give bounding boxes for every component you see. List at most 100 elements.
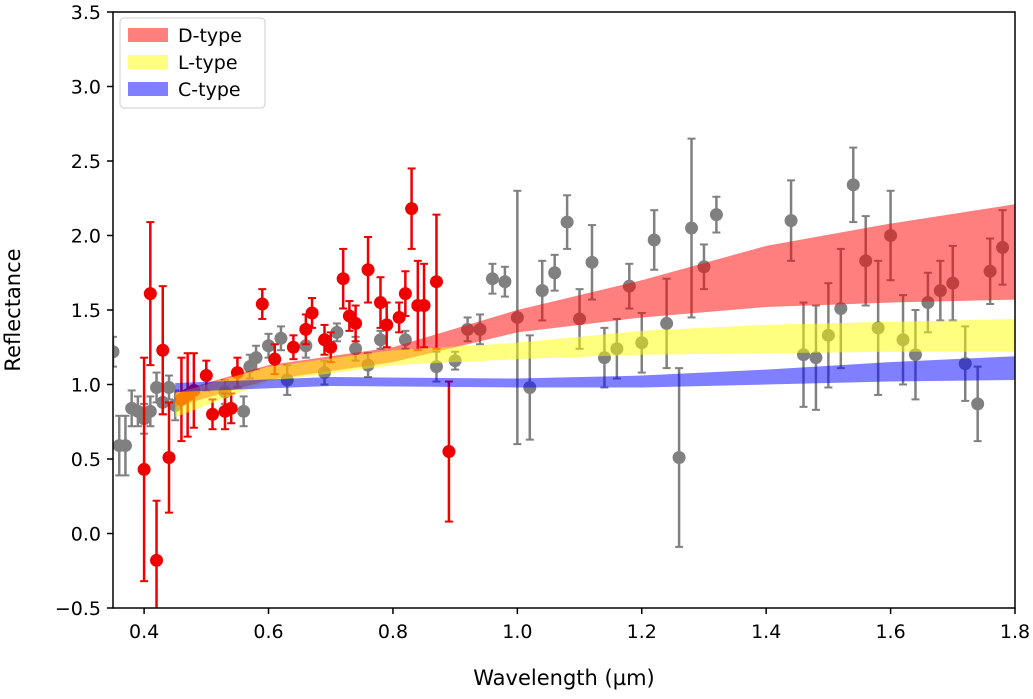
x-tick-label: 0.4 bbox=[129, 621, 159, 643]
marker bbox=[137, 462, 151, 476]
data-point bbox=[349, 304, 363, 343]
marker bbox=[585, 255, 599, 269]
marker bbox=[392, 310, 406, 324]
legend-label-l-type: L-type bbox=[178, 52, 238, 74]
marker bbox=[150, 553, 164, 567]
data-point bbox=[380, 301, 394, 349]
marker bbox=[206, 407, 220, 421]
marker bbox=[361, 263, 375, 277]
marker bbox=[560, 215, 574, 229]
marker bbox=[834, 302, 848, 316]
data-point bbox=[286, 334, 300, 361]
marker bbox=[535, 284, 549, 298]
data-point bbox=[113, 335, 120, 368]
y-tick-label: 1.0 bbox=[71, 375, 101, 397]
marker bbox=[324, 340, 338, 354]
data-point bbox=[405, 167, 419, 250]
marker bbox=[709, 208, 723, 222]
data-point bbox=[672, 367, 686, 548]
axes: 0.4 0.6 0.8 1.0 1.2 1.4 1.6 1.8 −0.5 0.0 0.5 1.0 1.5… bbox=[55, 2, 1030, 643]
data-point bbox=[262, 332, 276, 359]
legend-swatch-c-type bbox=[128, 82, 168, 96]
data-point bbox=[398, 270, 412, 317]
marker bbox=[398, 287, 412, 301]
marker bbox=[380, 318, 394, 332]
data-point bbox=[255, 288, 269, 320]
marker bbox=[349, 316, 363, 330]
marker bbox=[262, 339, 276, 353]
data-point bbox=[709, 195, 723, 234]
marker bbox=[417, 299, 431, 313]
legend-swatch-d-type bbox=[128, 28, 168, 42]
data-point bbox=[429, 213, 443, 350]
x-axis-label: Wavelength (µm) bbox=[473, 666, 654, 690]
legend-label-d-type: D-type bbox=[178, 25, 242, 47]
legend-swatch-l-type bbox=[128, 55, 168, 69]
marker bbox=[305, 306, 319, 320]
data-point bbox=[143, 395, 157, 428]
marker bbox=[162, 451, 176, 465]
marker bbox=[548, 266, 562, 280]
x-tick-label: 1.6 bbox=[875, 621, 905, 643]
marker bbox=[143, 287, 157, 301]
data-point bbox=[305, 297, 319, 329]
marker bbox=[330, 325, 344, 339]
data-point bbox=[237, 395, 251, 428]
data-point bbox=[442, 380, 456, 523]
data-point bbox=[560, 194, 574, 250]
data-point bbox=[796, 301, 810, 408]
data-point bbox=[137, 356, 151, 583]
band-l-type bbox=[175, 318, 1015, 418]
marker bbox=[685, 221, 699, 235]
marker bbox=[809, 351, 823, 365]
marker bbox=[237, 404, 251, 418]
marker bbox=[299, 339, 313, 353]
marker bbox=[199, 369, 213, 383]
legend-label-c-type: C-type bbox=[178, 79, 241, 101]
x-tick-label: 0.6 bbox=[253, 621, 283, 643]
marker bbox=[373, 333, 387, 347]
marker bbox=[150, 380, 164, 394]
marker bbox=[672, 451, 686, 465]
data-point bbox=[162, 401, 176, 514]
x-tick-label: 0.8 bbox=[378, 621, 408, 643]
y-tick-label: 0.5 bbox=[71, 449, 101, 471]
y-tick-label: 0.0 bbox=[71, 524, 101, 546]
band-c-type bbox=[175, 356, 1015, 392]
marker bbox=[268, 352, 282, 366]
data-point bbox=[143, 221, 157, 367]
data-point bbox=[809, 304, 823, 411]
marker bbox=[156, 343, 170, 357]
marker bbox=[113, 345, 120, 359]
marker bbox=[143, 404, 157, 418]
data-point bbox=[274, 325, 288, 352]
marker bbox=[336, 272, 350, 286]
y-tick-label: 2.0 bbox=[71, 226, 101, 248]
data-point bbox=[373, 276, 387, 329]
data-point bbox=[548, 253, 562, 292]
marker bbox=[405, 202, 419, 216]
marker bbox=[299, 322, 313, 336]
marker bbox=[249, 351, 263, 365]
marker bbox=[373, 296, 387, 310]
marker bbox=[660, 316, 674, 330]
marker bbox=[224, 401, 238, 415]
data-point bbox=[330, 322, 344, 343]
legend: D-type L-type C-type bbox=[119, 17, 266, 109]
data-point bbox=[846, 146, 860, 224]
marker bbox=[429, 275, 443, 289]
data-point bbox=[118, 414, 132, 477]
x-tick-label: 1.8 bbox=[1000, 621, 1030, 643]
marker bbox=[255, 297, 269, 311]
marker bbox=[349, 342, 363, 356]
y-axis-label: Reflectance bbox=[1, 248, 25, 371]
data-point bbox=[156, 285, 170, 416]
marker bbox=[286, 340, 300, 354]
data-point bbox=[150, 499, 164, 608]
data-point bbox=[162, 374, 176, 401]
marker bbox=[647, 233, 661, 247]
marker bbox=[498, 275, 512, 289]
data-point bbox=[485, 262, 499, 295]
